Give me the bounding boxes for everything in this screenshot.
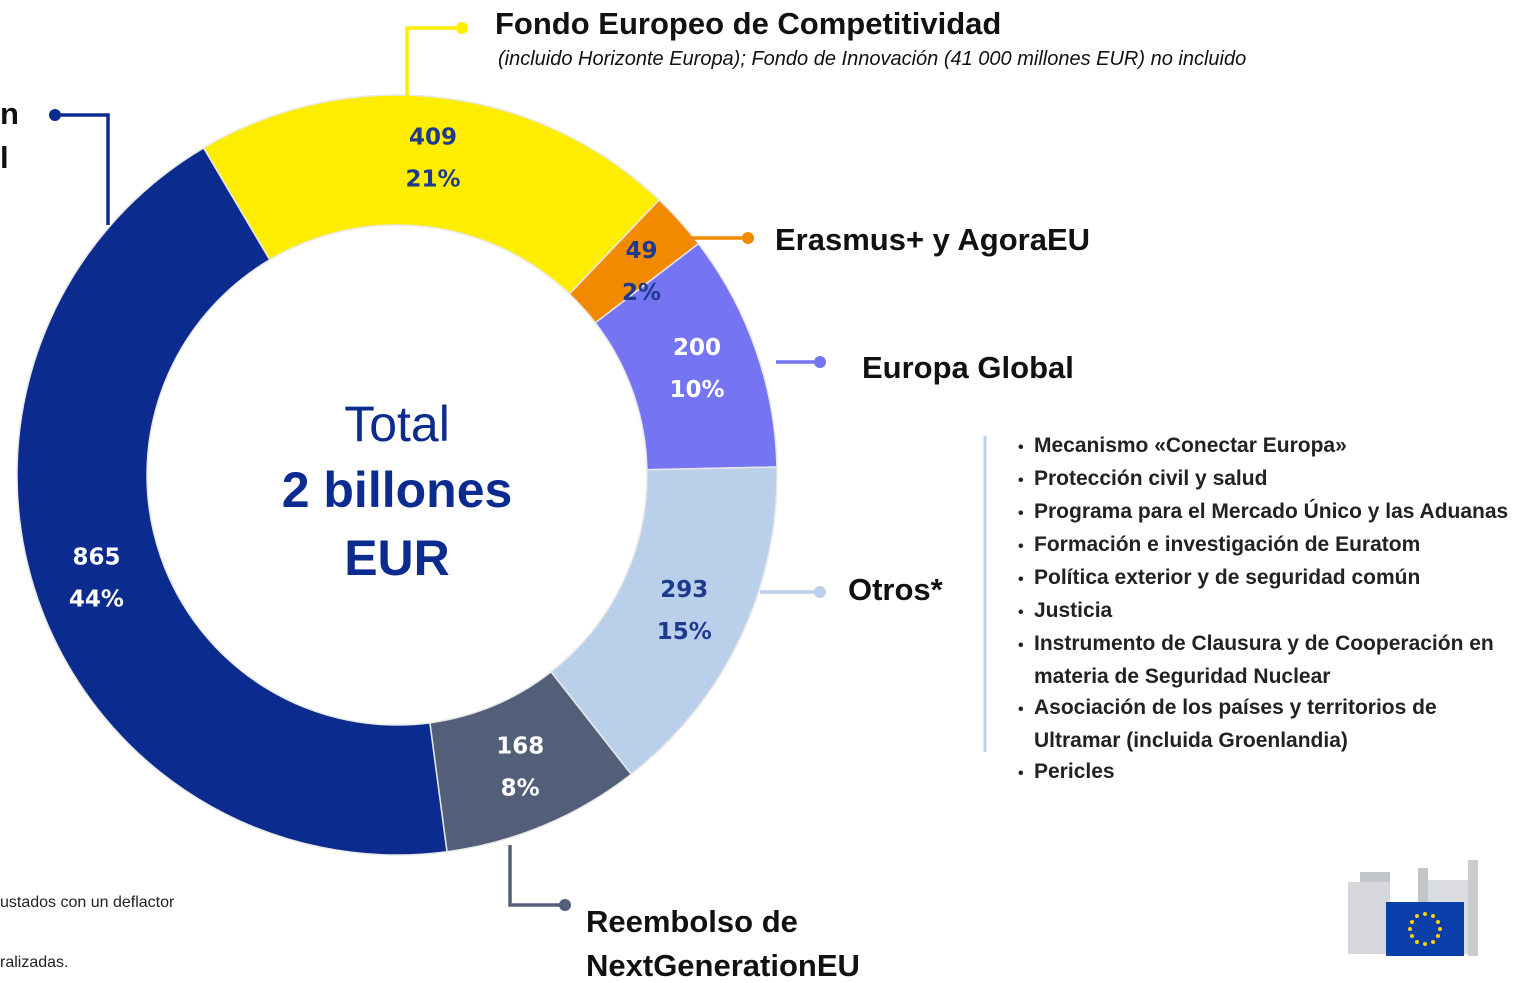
leader-dot [814, 586, 826, 598]
category-label: Fondo Europeo de Competitividad [495, 6, 1002, 41]
value-label: 168 [496, 734, 544, 760]
otros-item: Pericles [1012, 756, 1522, 789]
footnote: ustados con un deflactor [0, 894, 175, 911]
category-subtitle: (incluido Horizonte Europa); Fondo de In… [498, 48, 1247, 70]
cropped-label: n [0, 96, 19, 131]
center-amount: 2 billones [281, 462, 513, 518]
percent-label: 8% [501, 776, 540, 802]
cropped-label: l [0, 140, 9, 175]
leader-dot [456, 22, 468, 34]
otros-list: Mecanismo «Conectar Europa»Protección ci… [1012, 430, 1522, 789]
otros-item: Formación e investigación de Euratom [1012, 529, 1522, 562]
leader-dot [559, 899, 571, 911]
donut-segment [202, 94, 661, 296]
value-label: 409 [409, 125, 457, 151]
leader-line [405, 26, 462, 105]
leader-line [508, 845, 565, 907]
percent-label: 2% [622, 280, 661, 306]
leader-dot [49, 109, 61, 121]
value-label: 49 [626, 238, 658, 264]
category-label: Reembolso de NextGenerationEU [586, 904, 860, 983]
donut-segment [16, 146, 448, 856]
percent-label: 44% [69, 586, 124, 612]
percent-label: 21% [406, 167, 461, 193]
leader-dot [742, 232, 754, 244]
otros-item: Asociación de los países y territorios d… [1012, 692, 1522, 756]
otros-item: Mecanismo «Conectar Europa» [1012, 430, 1522, 463]
leader-line [55, 113, 110, 225]
otros-item: Protección civil y salud [1012, 463, 1522, 496]
otros-item: Programa para el Mercado Único y las Adu… [1012, 496, 1522, 529]
value-label: 293 [660, 577, 708, 603]
donut [16, 94, 778, 856]
value-label: 200 [673, 335, 721, 361]
category-label: Europa Global [862, 350, 1074, 385]
category-label: Erasmus+ y AgoraEU [775, 222, 1091, 257]
percent-label: 15% [657, 619, 712, 645]
center-total: Total [344, 396, 450, 452]
otros-item: Política exterior y de seguridad común [1012, 562, 1522, 595]
value-label: 865 [72, 544, 120, 570]
otros-item: Justicia [1012, 595, 1522, 628]
category-label: Otros* [848, 572, 943, 607]
percent-label: 10% [670, 377, 725, 403]
logo [1348, 860, 1478, 956]
center-unit: EUR [344, 530, 450, 586]
leader-dot [814, 356, 826, 368]
footnote: ralizadas. [0, 954, 69, 971]
otros-item: Instrumento de Clausura y de Cooperación… [1012, 628, 1522, 692]
